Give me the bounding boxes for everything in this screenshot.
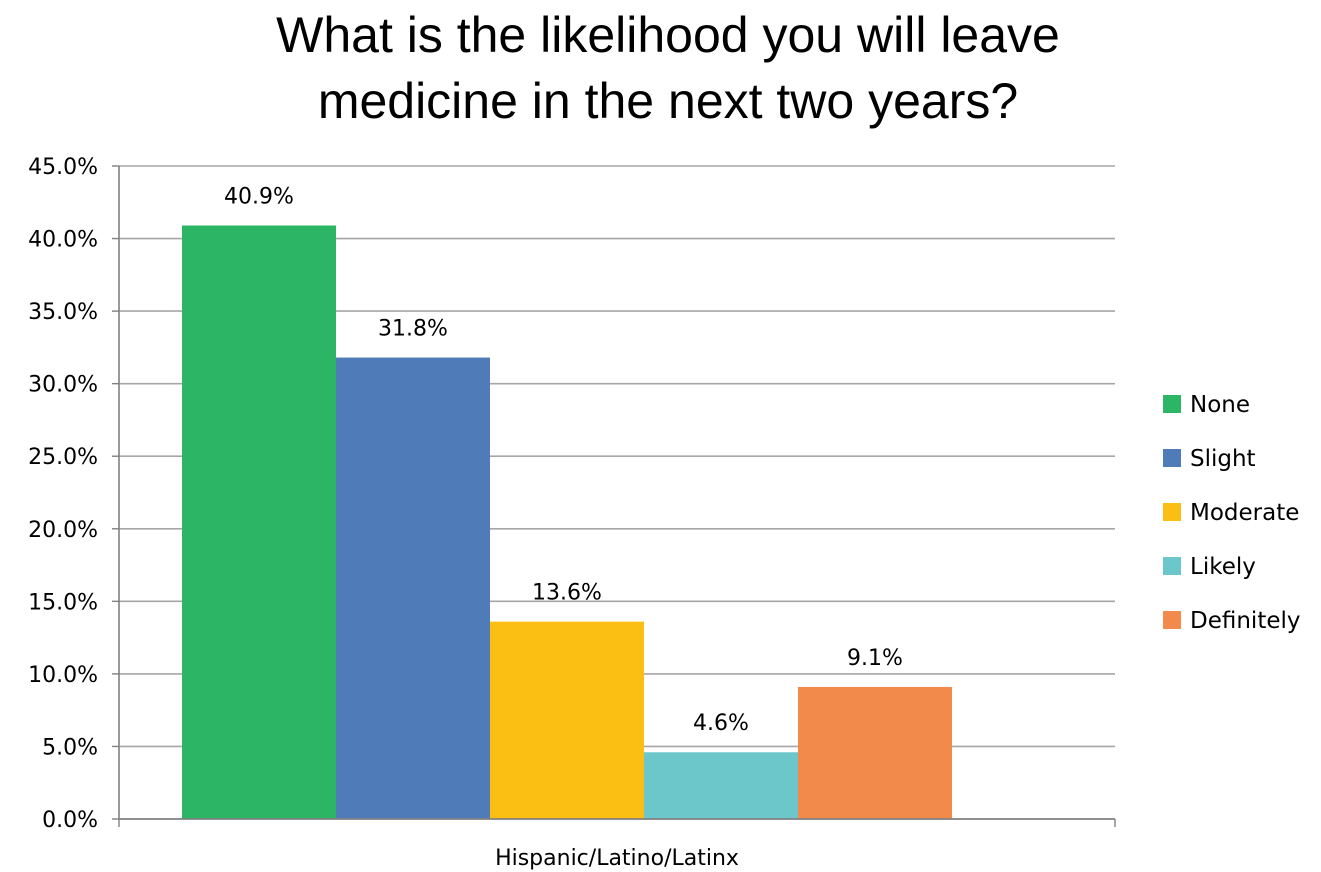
legend-label-none: None — [1190, 392, 1250, 418]
legend-swatch-slight — [1163, 449, 1181, 467]
data-label-moderate: 13.6% — [532, 581, 602, 606]
y-tick-label-0: 0.0% — [42, 808, 98, 833]
bar-likely — [644, 752, 798, 819]
chart-title-line-1: What is the likelihood you will leave — [276, 7, 1060, 63]
y-axis: 0.0% 5.0% 10.0% 15.0% 20.0% 25.0% 30.0% 35.0% 40… — [28, 155, 120, 833]
bar-definitely — [798, 686, 952, 819]
y-tick-label-8: 40.0% — [28, 228, 98, 253]
x-category-label: Hispanic/Latino/Latinx — [495, 846, 739, 871]
y-tick-label-6: 30.0% — [28, 373, 98, 398]
chart-title-line-2: medicine in the next two years? — [318, 73, 1018, 129]
y-tick-label-4: 20.0% — [28, 518, 98, 543]
legend: None Slight Moderate Likely Definitely — [1163, 392, 1301, 634]
data-label-definitely: 9.1% — [847, 646, 903, 671]
legend-swatch-definitely — [1163, 611, 1181, 629]
y-tick-label-9: 45.0% — [28, 155, 98, 180]
x-axis: Hispanic/Latino/Latinx — [118, 818, 1116, 871]
y-tick-label-5: 25.0% — [28, 445, 98, 470]
y-tick-label-1: 5.0% — [42, 735, 98, 760]
y-tick-label-7: 35.0% — [28, 300, 98, 325]
legend-swatch-likely — [1163, 557, 1181, 575]
bars — [182, 225, 952, 820]
legend-swatch-moderate — [1163, 503, 1181, 521]
chart-title: What is the likelihood you will leave me… — [276, 7, 1060, 129]
data-label-slight: 31.8% — [378, 317, 448, 342]
legend-label-slight: Slight — [1190, 446, 1256, 472]
data-label-likely: 4.6% — [693, 711, 749, 736]
data-label-none: 40.9% — [224, 184, 294, 209]
y-tick-label-2: 10.0% — [28, 663, 98, 688]
legend-label-likely: Likely — [1190, 554, 1256, 580]
bar-moderate — [490, 621, 644, 819]
bar-none — [182, 225, 336, 820]
legend-label-moderate: Moderate — [1190, 500, 1299, 526]
bar-slight — [336, 357, 490, 819]
y-tick-label-3: 15.0% — [28, 590, 98, 615]
data-labels: 40.9% 31.8% 13.6% 4.6% 9.1% — [224, 184, 903, 736]
legend-swatch-none — [1163, 395, 1181, 413]
legend-label-definitely: Definitely — [1190, 608, 1301, 634]
